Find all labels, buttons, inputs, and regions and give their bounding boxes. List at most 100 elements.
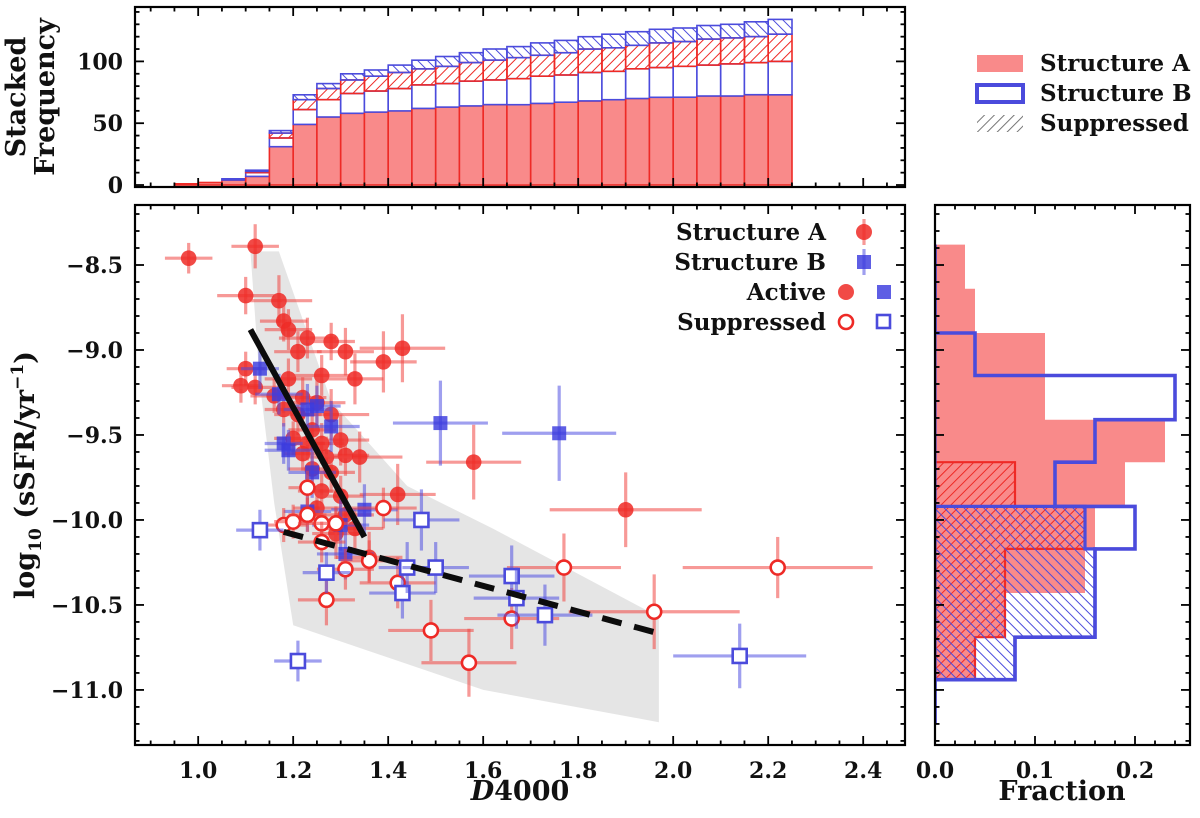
hist-bar-segment xyxy=(624,30,651,47)
hist-bar-segment xyxy=(363,69,389,77)
data-point-circle xyxy=(233,377,249,394)
hist-bar-segment xyxy=(458,105,484,186)
hist-bar-segment xyxy=(743,20,770,38)
hist-bar-segment xyxy=(244,169,271,173)
hist-bar-segment xyxy=(672,40,698,68)
hist-bar-segment xyxy=(411,68,437,86)
hist-bar-segment xyxy=(292,98,318,111)
hist-bar-segment xyxy=(339,79,366,95)
hist-bar-segment xyxy=(268,129,294,134)
data-point-circle xyxy=(422,622,440,639)
top-histogram-panel xyxy=(173,18,793,186)
hist-bar-segment xyxy=(624,44,651,70)
data-point-circle xyxy=(465,454,482,470)
hist-bar-segment xyxy=(339,73,366,81)
main-scatter-panel xyxy=(164,224,873,723)
tick-label: −9.0 xyxy=(66,338,123,364)
data-point-circle xyxy=(294,445,311,462)
hist-bar-segment xyxy=(387,87,413,112)
hist-bar-segment xyxy=(601,70,627,101)
hist-bar-segment xyxy=(506,77,532,106)
data-point-square xyxy=(731,647,748,665)
hist-bar-segment xyxy=(767,60,793,96)
hist-bar-segment xyxy=(458,51,484,64)
hist-bar-segment xyxy=(743,94,770,186)
hist-bar-segment xyxy=(601,98,627,186)
hist-bar-segment xyxy=(363,75,389,92)
data-point-circle xyxy=(180,250,197,267)
legend-swatch-gray-hatch xyxy=(977,115,1023,132)
hist-bar-segment xyxy=(411,84,437,110)
data-point-circle xyxy=(389,486,406,503)
hist-bar-segment xyxy=(624,68,651,100)
legend-marker-active-circle xyxy=(838,284,854,300)
main-ylabel: log10 (sSFR/yr−1) xyxy=(8,351,46,599)
hist-bar-segment xyxy=(767,33,793,63)
data-point-circle xyxy=(555,559,573,576)
hist-bar-segment xyxy=(363,111,389,186)
hist-bar-segment xyxy=(648,66,675,99)
hist-bar-segment xyxy=(316,87,342,101)
tick-label: −10.0 xyxy=(51,508,123,534)
tick-label: 2.4 xyxy=(844,758,882,784)
hist-bar-segment xyxy=(506,56,532,80)
hist-bar-segment xyxy=(411,59,437,70)
axis-frame xyxy=(133,203,907,747)
legend-swatch-blue-open xyxy=(975,83,1025,104)
hist-bar-segment xyxy=(553,39,580,54)
hist-bar-segment xyxy=(767,94,793,186)
legend-swatch-red-fill xyxy=(977,55,1023,72)
hist-bar-segment xyxy=(316,82,342,90)
data-point-circle xyxy=(299,330,316,346)
data-point-circle xyxy=(318,591,335,609)
data-point-circle xyxy=(375,499,392,517)
tick-label: 2.0 xyxy=(654,758,692,784)
hist-bar-segment xyxy=(506,103,532,186)
right-histogram-steps xyxy=(935,244,1177,724)
data-point-circle xyxy=(290,343,306,360)
hist-bar-segment xyxy=(458,80,484,107)
scatter-content xyxy=(164,224,873,723)
data-point-square xyxy=(433,416,448,431)
hist-bar-segment xyxy=(434,65,461,85)
hist-bar-segment xyxy=(696,64,722,97)
fit-line-solid xyxy=(247,328,368,539)
data-point-circle xyxy=(645,603,663,621)
hist-bar-segment xyxy=(601,46,627,73)
data-point-circle xyxy=(617,501,634,518)
top-ylabel-line2: Frequency xyxy=(30,17,61,176)
top-histogram-bars xyxy=(173,18,793,186)
tick-label: −8.5 xyxy=(66,253,123,279)
hist-bar-segment xyxy=(221,179,247,186)
data-point-square xyxy=(289,652,307,670)
hist-bar-segment xyxy=(648,96,675,186)
hist-bar-segment xyxy=(553,101,580,186)
hist-bar-segment xyxy=(482,48,508,61)
data-point-square xyxy=(427,559,444,576)
data-point-circle xyxy=(299,479,316,496)
hist-bar-segment xyxy=(696,38,722,66)
data-point-square xyxy=(324,419,339,434)
hist-bar-segment xyxy=(221,178,247,181)
data-point-square xyxy=(281,443,296,458)
hist-bar-segment xyxy=(577,35,603,50)
main-legend-label-structure-b: Structure B xyxy=(674,249,826,276)
data-point-square xyxy=(309,399,324,414)
tick-label: 50 xyxy=(92,111,123,137)
hist-bar-segment xyxy=(363,90,389,113)
hist-bar-segment xyxy=(577,48,603,74)
hist-bar-segment xyxy=(577,100,603,186)
tick-label: 0.1 xyxy=(1016,758,1054,784)
fraction-blue-open xyxy=(935,244,1177,724)
hist-bar-segment xyxy=(672,65,698,99)
tick-label: 1.2 xyxy=(274,758,312,784)
hist-bar-segment xyxy=(387,64,413,74)
outer-legend-label-structure-b: Structure B xyxy=(1040,80,1192,107)
data-point-circle xyxy=(327,515,345,532)
data-point-square xyxy=(552,426,567,441)
data-point-circle xyxy=(360,552,378,570)
main-xlabel: D4000 xyxy=(470,776,570,807)
axis-frame xyxy=(933,203,1192,747)
hist-bar-segment xyxy=(648,42,675,69)
